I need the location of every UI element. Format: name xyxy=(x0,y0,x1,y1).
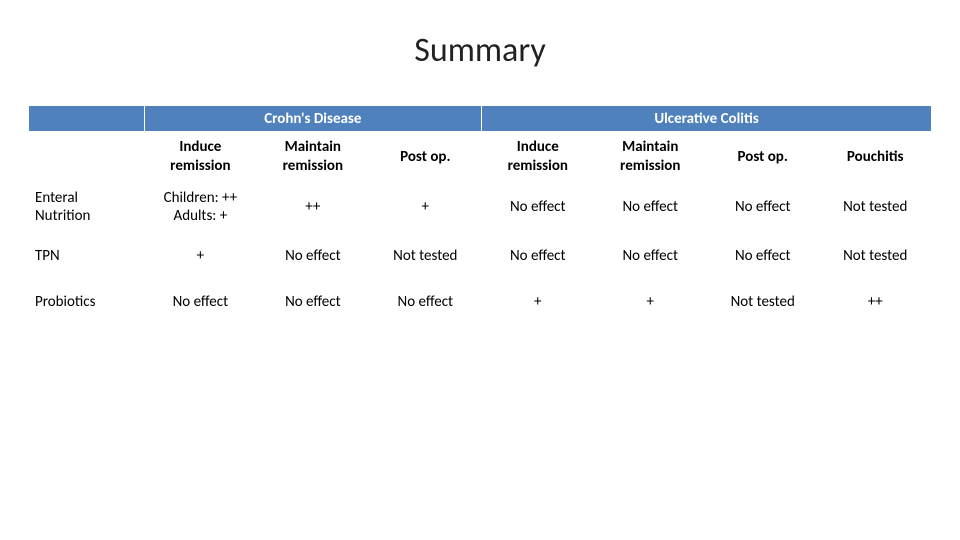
cell: No effect xyxy=(144,279,256,325)
row-label-enteral: Enteral Nutrition xyxy=(29,182,145,233)
cell: Not tested xyxy=(819,233,932,279)
col-maintain-uc: Maintain remission xyxy=(594,132,706,183)
col-pouchitis: Pouchitis xyxy=(819,132,932,183)
row-label-probiotics: Probiotics xyxy=(29,279,145,325)
page-title: Summary xyxy=(28,30,932,71)
table-row: TPN + No effect Not tested No effect No … xyxy=(29,233,932,279)
col-maintain-cd: Maintain remission xyxy=(257,132,369,183)
cell: No effect xyxy=(706,182,818,233)
cell: + xyxy=(144,233,256,279)
slide: Summary Crohn's Disease Ulcerative Colit… xyxy=(0,0,960,540)
col-induce-cd: Induce remission xyxy=(144,132,256,183)
cell: No effect xyxy=(482,233,594,279)
group-uc: Ulcerative Colitis xyxy=(482,106,932,132)
cell: No effect xyxy=(257,233,369,279)
cell: No effect xyxy=(706,233,818,279)
cell: + xyxy=(594,279,706,325)
sub-header-row: Induce remission Maintain remission Post… xyxy=(29,132,932,183)
col-postop-uc: Post op. xyxy=(706,132,818,183)
cell: No effect xyxy=(369,279,481,325)
cell: Not tested xyxy=(369,233,481,279)
cell: No effect xyxy=(594,233,706,279)
group-header-row: Crohn's Disease Ulcerative Colitis xyxy=(29,106,932,132)
cell: Not tested xyxy=(819,182,932,233)
col-induce-uc: Induce remission xyxy=(482,132,594,183)
cell: No effect xyxy=(594,182,706,233)
col-postop-cd: Post op. xyxy=(369,132,481,183)
cell: No effect xyxy=(482,182,594,233)
sub-blank xyxy=(29,132,145,183)
cell: + xyxy=(482,279,594,325)
cell: ++ xyxy=(819,279,932,325)
table-row: Enteral Nutrition Children: ++Adults: + … xyxy=(29,182,932,233)
summary-table: Crohn's Disease Ulcerative Colitis Induc… xyxy=(28,105,932,325)
cell: Not tested xyxy=(706,279,818,325)
table-row: Probiotics No effect No effect No effect… xyxy=(29,279,932,325)
cell: No effect xyxy=(257,279,369,325)
group-blank xyxy=(29,106,145,132)
cell: Children: ++Adults: + xyxy=(144,182,256,233)
cell: + xyxy=(369,182,481,233)
group-crohns: Crohn's Disease xyxy=(144,106,481,132)
row-label-tpn: TPN xyxy=(29,233,145,279)
cell: ++ xyxy=(257,182,369,233)
